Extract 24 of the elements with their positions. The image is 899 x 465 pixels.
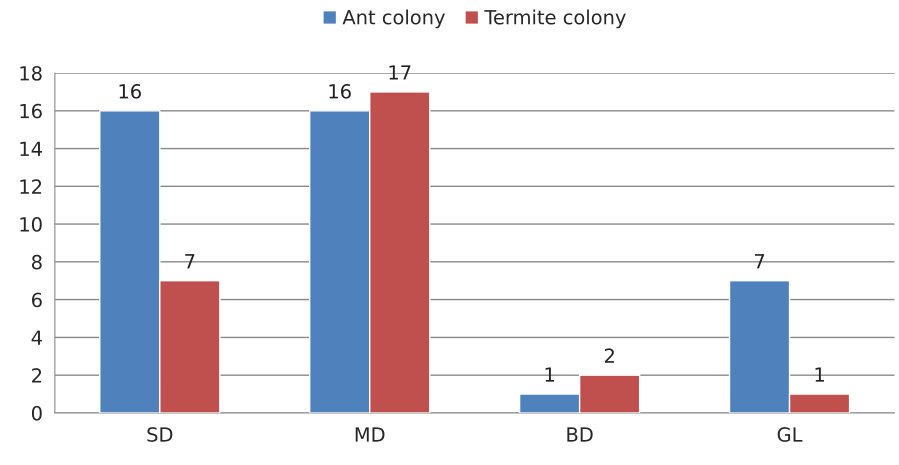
data-label: 2 bbox=[604, 348, 614, 363]
legend-label: Termite colony bbox=[484, 9, 626, 28]
y-tick-label: 8 bbox=[32, 254, 42, 270]
data-label: 7 bbox=[185, 254, 194, 268]
y-tick-label: 2 bbox=[32, 368, 42, 383]
data-label: 1 bbox=[546, 367, 554, 382]
data-label: 7 bbox=[754, 254, 764, 268]
x-tick-label: SD bbox=[147, 427, 172, 442]
x-tick-label: BD bbox=[567, 427, 593, 442]
y-tick-label: 0 bbox=[32, 406, 42, 421]
legend-label: Ant colony bbox=[342, 9, 445, 28]
data-label: 1 bbox=[816, 367, 824, 382]
y-tick-label: 18 bbox=[20, 66, 42, 81]
x-tick-label: MD bbox=[356, 427, 384, 442]
y-tick-label: 4 bbox=[32, 330, 42, 345]
y-tick-label: 14 bbox=[20, 142, 42, 156]
data-label: 17 bbox=[389, 65, 410, 80]
x-tick-label: GL bbox=[778, 427, 802, 442]
y-tick-label: 10 bbox=[20, 217, 42, 232]
data-label: 16 bbox=[120, 84, 141, 99]
y-tick-label: 6 bbox=[32, 292, 42, 308]
y-tick-label: 12 bbox=[20, 179, 42, 194]
y-tick-label: 16 bbox=[20, 104, 42, 118]
data-label: 16 bbox=[329, 84, 351, 99]
